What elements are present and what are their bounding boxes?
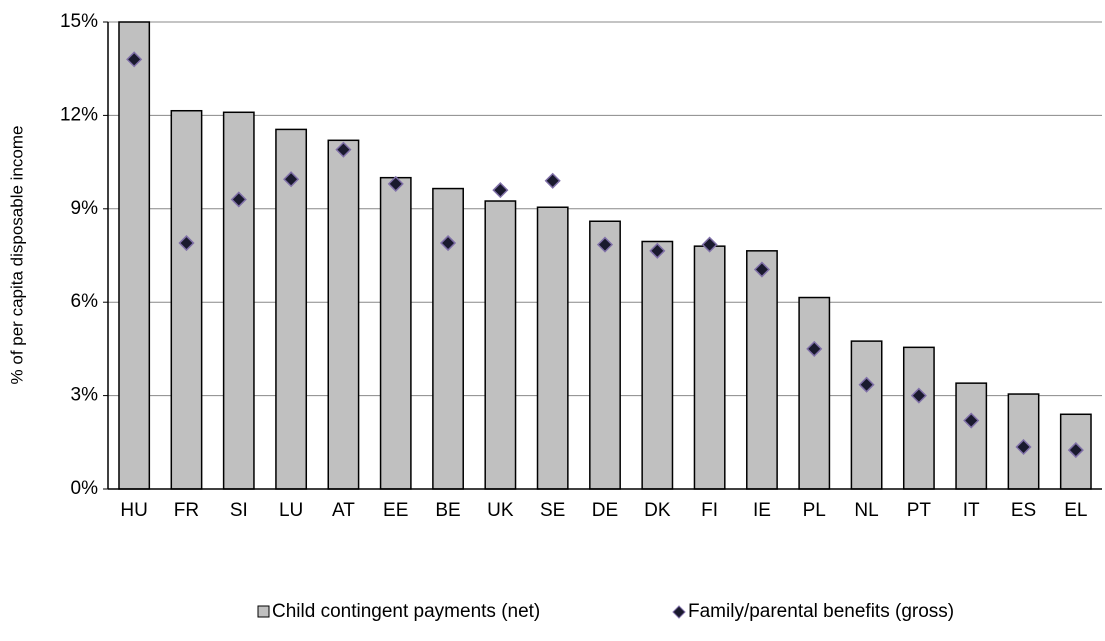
legend-swatch <box>672 605 686 619</box>
bar <box>536 206 569 490</box>
marker <box>126 51 143 68</box>
marker <box>963 412 980 429</box>
x-tick-label: EL <box>1064 500 1087 521</box>
x-tick-label: LU <box>279 500 303 521</box>
bar <box>693 245 726 490</box>
marker <box>1015 438 1032 456</box>
x-tick-label: UK <box>487 500 514 521</box>
legend-swatch <box>257 605 270 618</box>
marker <box>230 191 247 208</box>
marker <box>806 340 823 357</box>
x-tick-label: EE <box>383 500 408 521</box>
x-tick-label: IT <box>963 500 980 521</box>
y-tick-label: 15% <box>60 11 98 32</box>
marker <box>387 175 404 192</box>
bar <box>798 296 831 490</box>
marker <box>283 171 300 188</box>
bar <box>746 250 778 490</box>
marker <box>701 236 718 253</box>
y-tick-label: 12% <box>60 104 98 125</box>
marker <box>649 242 666 259</box>
marker <box>753 261 771 278</box>
x-tick-label: SI <box>230 500 248 521</box>
bar <box>484 200 517 490</box>
x-tick-label: BE <box>435 500 460 521</box>
x-tick-label: DE <box>592 500 618 521</box>
y-tick-label: 0% <box>71 478 99 499</box>
marker <box>178 234 195 252</box>
bar <box>327 139 360 490</box>
y-axis-label: % of per capita disposable income <box>7 126 26 385</box>
marker <box>858 376 875 393</box>
y-tick-label: 3% <box>71 385 99 406</box>
x-tick-label: ES <box>1011 500 1036 521</box>
marker <box>439 234 457 252</box>
y-tick-label: 6% <box>71 291 99 312</box>
bar <box>955 382 988 490</box>
x-tick-label: FI <box>701 500 718 521</box>
x-tick-label: PT <box>907 500 932 521</box>
marker <box>596 236 614 253</box>
bar <box>118 21 151 490</box>
bar <box>379 176 412 490</box>
x-tick-label: FR <box>174 500 199 521</box>
marker <box>544 172 561 189</box>
x-tick-label: NL <box>854 500 878 521</box>
legend-label: Family/parental benefits (gross) <box>688 601 954 622</box>
marker <box>335 141 352 158</box>
bar <box>275 128 308 490</box>
bar <box>589 220 621 490</box>
marker <box>492 182 509 199</box>
bar <box>902 346 935 490</box>
marker <box>1067 442 1084 459</box>
bar <box>432 187 464 490</box>
x-tick-label: AT <box>332 500 355 521</box>
x-tick-label: SE <box>540 500 565 521</box>
y-tick-label: 9% <box>71 198 99 219</box>
bar <box>170 109 203 490</box>
x-tick-label: DK <box>644 500 671 521</box>
x-tick-label: PL <box>803 500 826 521</box>
bar <box>850 340 883 490</box>
marker <box>910 387 927 404</box>
legend-label: Child contingent payments (net) <box>272 601 540 622</box>
x-tick-label: IE <box>753 500 771 521</box>
bar <box>222 111 255 490</box>
x-tick-label: HU <box>120 500 147 521</box>
bar <box>641 240 674 490</box>
